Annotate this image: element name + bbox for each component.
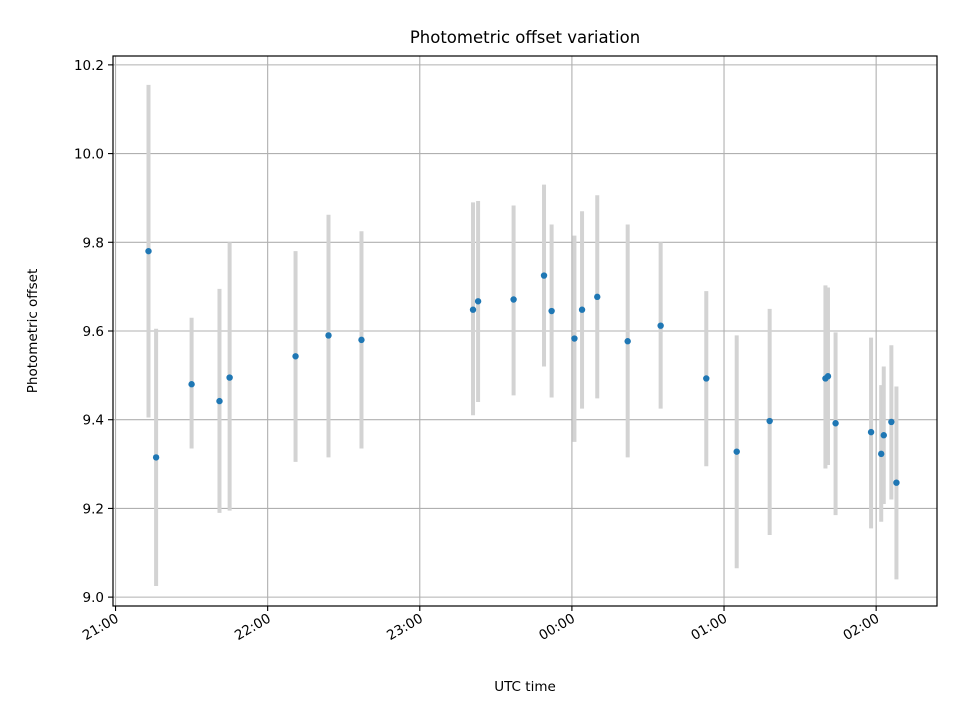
chart-title: Photometric offset variation bbox=[410, 28, 640, 47]
data-point bbox=[657, 322, 664, 329]
data-point bbox=[292, 353, 299, 360]
y-axis-label: Photometric offset bbox=[25, 269, 41, 393]
data-point bbox=[226, 374, 233, 381]
data-point bbox=[548, 307, 555, 315]
data-point bbox=[766, 417, 773, 425]
y-tick-label: 9.6 bbox=[83, 324, 104, 340]
data-point bbox=[624, 338, 631, 345]
data-point bbox=[733, 448, 740, 455]
data-point bbox=[878, 450, 885, 458]
data-point bbox=[216, 397, 223, 405]
data-point bbox=[594, 293, 601, 301]
x-tick-label: 23:00 bbox=[384, 611, 426, 644]
data-point bbox=[880, 432, 887, 439]
y-tick-label: 9.4 bbox=[83, 413, 104, 429]
y-tick-label: 9.0 bbox=[83, 590, 104, 606]
data-point bbox=[571, 335, 578, 342]
x-axis-label: UTC time bbox=[494, 679, 556, 695]
grid-lines bbox=[113, 56, 937, 606]
data-point bbox=[703, 375, 710, 382]
y-tick-label: 10.0 bbox=[74, 147, 104, 163]
data-point bbox=[824, 373, 832, 380]
data-point bbox=[474, 298, 482, 305]
data-point bbox=[893, 479, 900, 486]
y-tick-label: 9.8 bbox=[83, 235, 104, 251]
data-point bbox=[510, 296, 517, 303]
data-point bbox=[188, 381, 195, 388]
data-point bbox=[540, 272, 548, 279]
x-tick-label: 21:00 bbox=[80, 611, 122, 644]
data-point bbox=[469, 306, 477, 313]
data-points bbox=[145, 247, 900, 486]
data-point bbox=[867, 428, 875, 436]
x-tick-label: 00:00 bbox=[536, 611, 578, 644]
data-point bbox=[152, 454, 160, 461]
data-point bbox=[145, 247, 152, 255]
y-tick-label: 10.2 bbox=[74, 58, 104, 74]
x-tick-label: 02:00 bbox=[840, 611, 882, 644]
x-tick-label: 01:00 bbox=[688, 611, 730, 644]
data-point bbox=[578, 306, 586, 313]
data-point bbox=[358, 336, 365, 344]
data-point bbox=[325, 332, 332, 339]
data-point bbox=[832, 420, 839, 427]
x-tick-label: 22:00 bbox=[232, 611, 274, 644]
y-tick-label: 9.2 bbox=[83, 501, 104, 517]
axis-ticks: 21:00 22:00 23:00 00:00 01:00 02:00 9.0 9.2 9.4 9… bbox=[74, 58, 882, 644]
error-bars bbox=[146, 84, 899, 587]
data-point bbox=[888, 418, 895, 426]
